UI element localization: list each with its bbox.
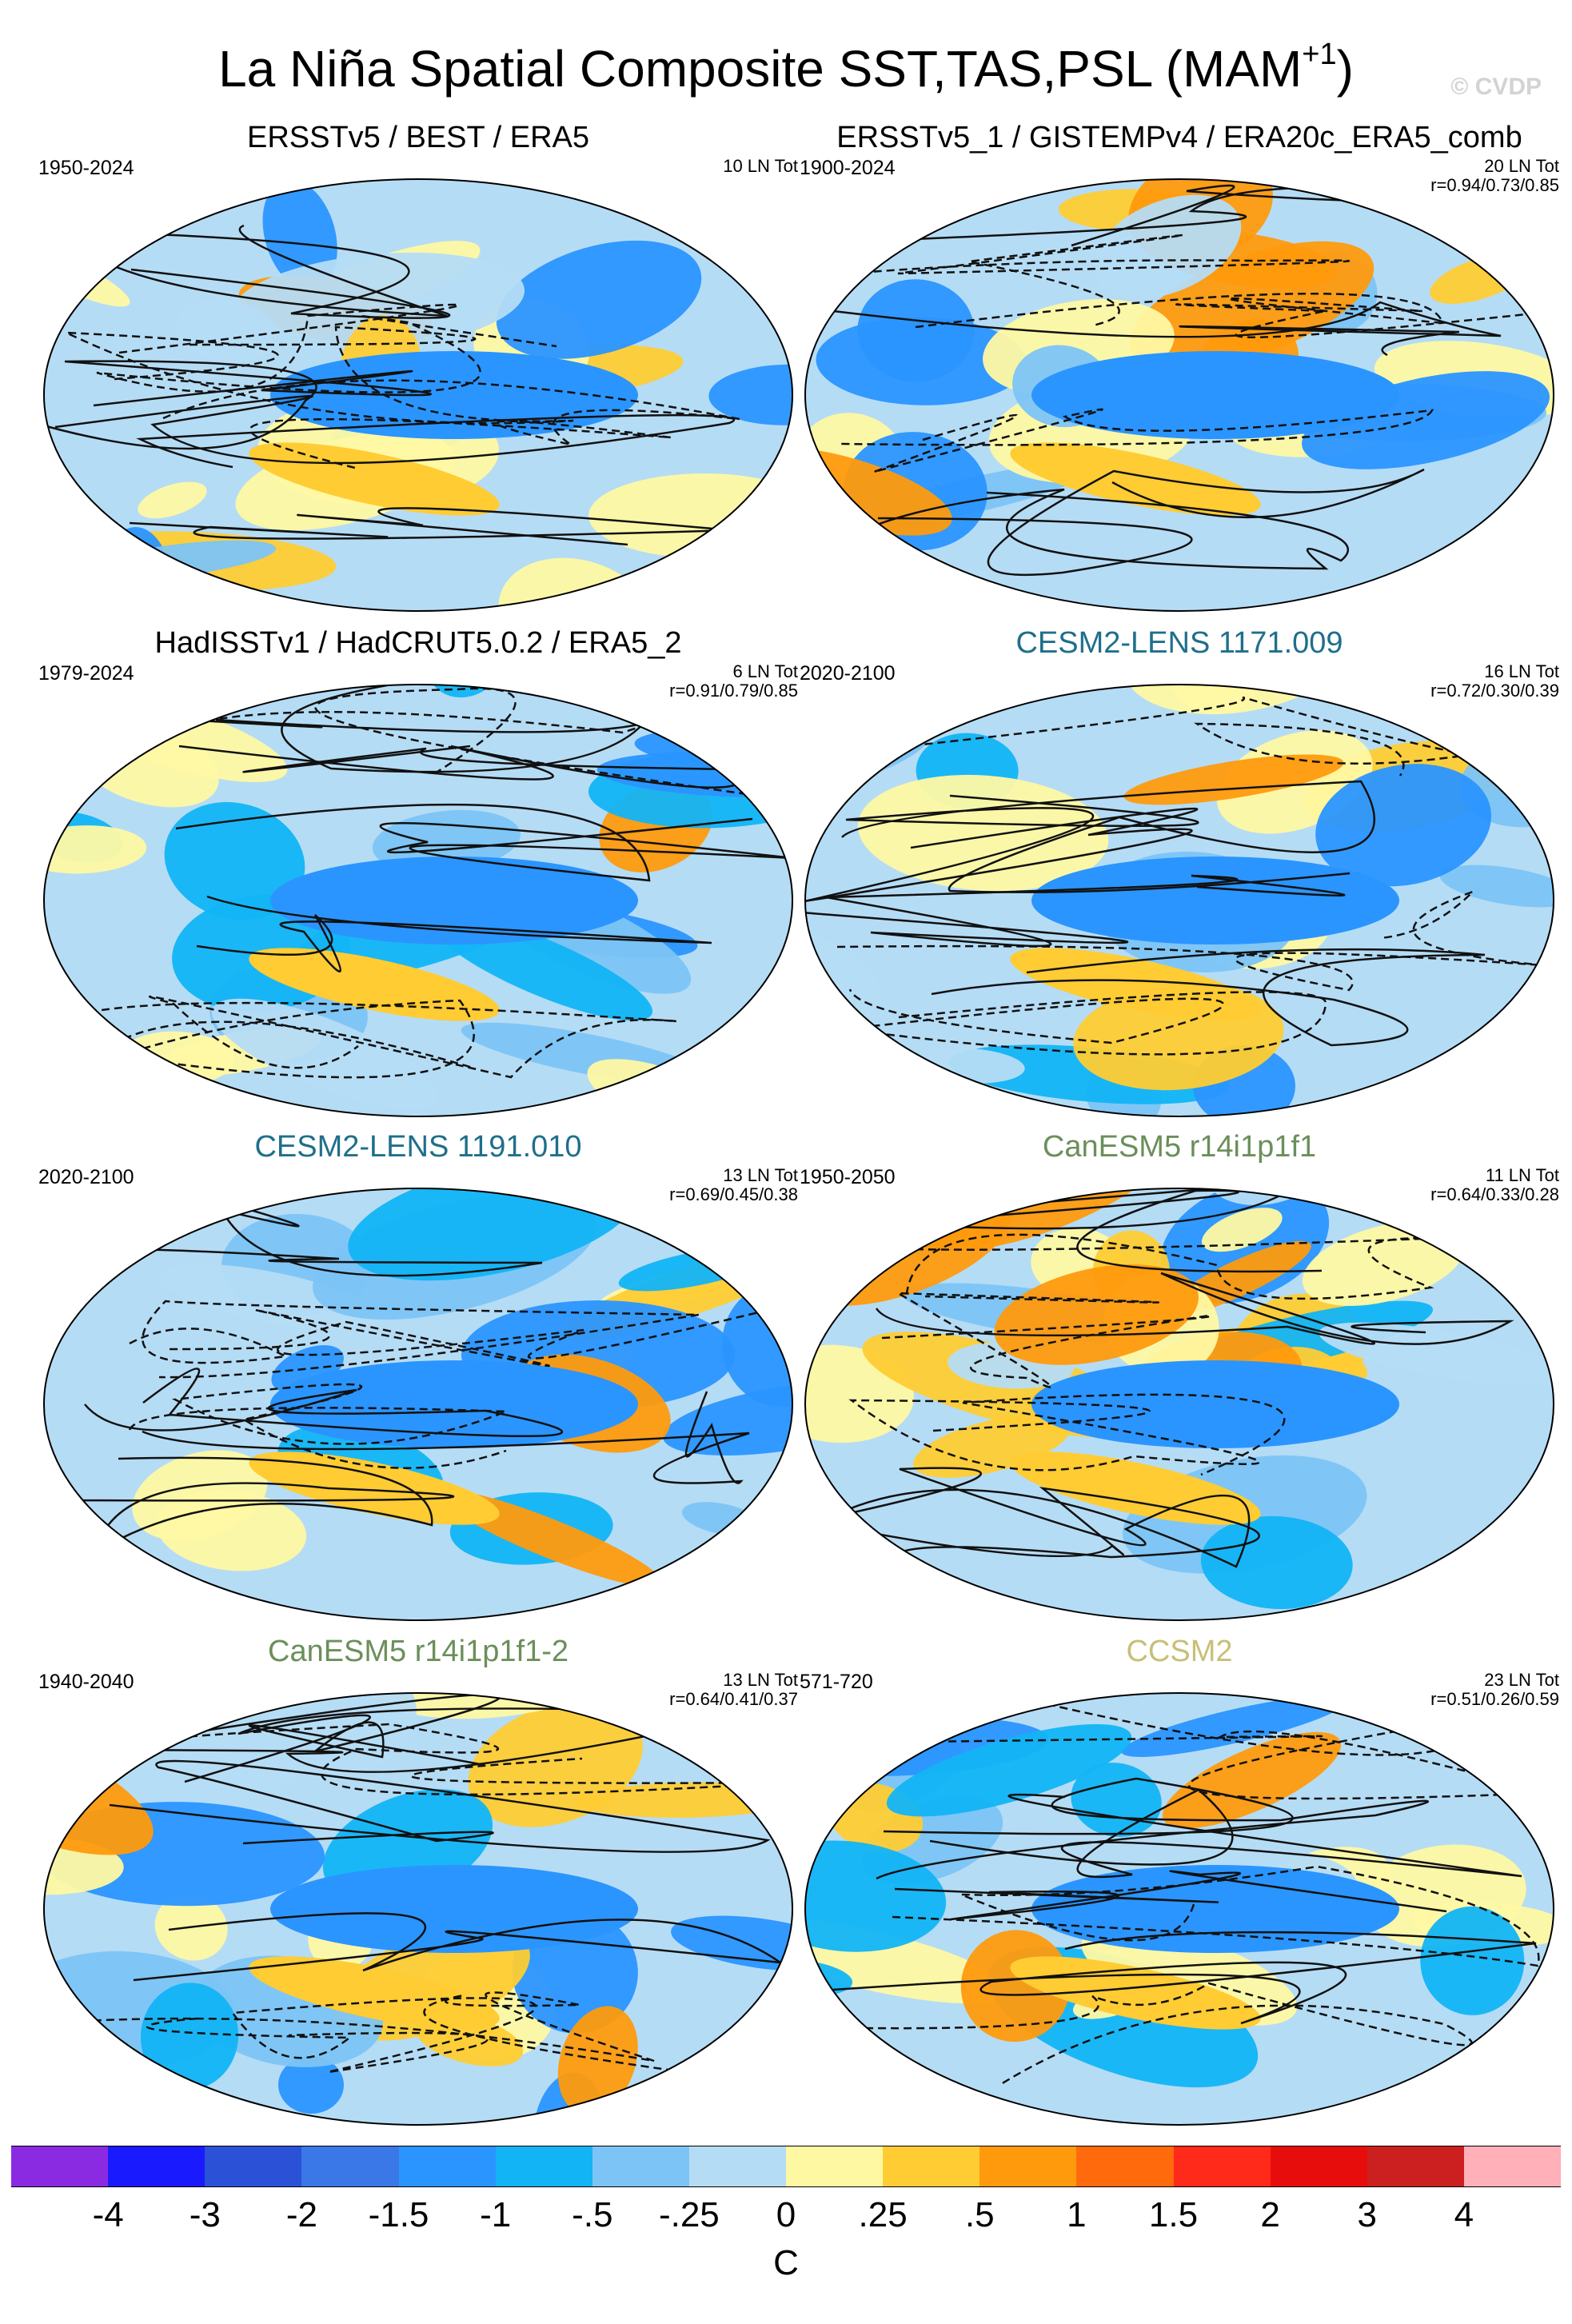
colorbar-tick-label: 1.5 [1148,2195,1199,2234]
panel-period: 2020-2100 [38,1166,134,1188]
panel-stats: 23 LN Tot r=0.51/0.26/0.59 [1430,1671,1559,1709]
panel-title: HadISSTv1 / HadCRUT5.0.2 / ERA5_2 [154,626,682,660]
map-panel-5: CESM2-LENS 1191.010 2020-2100 13 LN Tot r=0… [38,1129,798,1625]
colorbar-swatch [495,2146,592,2186]
panel-period: 1979-2024 [38,662,134,685]
panel-title: CCSM2 [1126,1635,1233,1668]
colorbar-units: C [773,2243,799,2282]
panel-title: CanESM5 r14i1p1f1-2 [268,1635,569,1668]
map-panel-4: CESM2-LENS 1171.009 2020-2100 16 LN Tot r=0… [800,625,1559,1121]
world-map [804,684,1554,1117]
world-map [804,1692,1554,2126]
colorbar-swatch [1270,2146,1367,2186]
colorbar-tick-label: 1 [1067,2195,1087,2234]
colorbar-swatch [688,2146,786,2186]
colorbar-swatch [786,2146,884,2186]
colorbar-tick-label: -.25 [658,2195,720,2234]
colorbar-swatch [1367,2146,1464,2186]
colorbar-tick-label: -.5 [572,2195,613,2234]
colorbar-tick-label: -2 [285,2195,317,2234]
colorbar-tick-label: 3 [1357,2195,1377,2234]
panel-title: CanESM5 r14i1p1f1 [1042,1130,1317,1164]
colorbar-tick-label: -4 [92,2195,124,2234]
pattern-correlation: r=0.64/0.33/0.28 [1430,1184,1559,1204]
map-panel-7: CanESM5 r14i1p1f1-2 1940-2040 13 LN Tot r=0… [38,1634,798,2130]
colorbar-swatch [398,2146,496,2186]
pattern-correlation: r=0.94/0.73/0.85 [1430,175,1559,195]
world-map [43,1188,793,1621]
colorbar [11,2146,1561,2187]
colorbar-swatch [592,2146,689,2186]
colorbar-tick-label: -1.5 [368,2195,429,2234]
event-count: 10 LN Tot [723,156,798,176]
colorbar-swatch [883,2146,980,2186]
world-map [43,684,793,1117]
colorbar-swatch [108,2146,205,2186]
event-count: 13 LN Tot [723,1670,798,1690]
event-count: 20 LN Tot [1484,156,1559,176]
map-panel-6: CanESM5 r14i1p1f1 1950-2050 11 LN Tot r=0.6… [800,1129,1559,1625]
panel-title: CESM2-LENS 1191.010 [254,1130,582,1164]
colorbar-tick-label: 0 [776,2195,796,2234]
panel-period: 1950-2050 [800,1166,896,1188]
pattern-correlation: r=0.51/0.26/0.59 [1430,1689,1559,1709]
panel-stats: 11 LN Tot r=0.64/0.33/0.28 [1430,1166,1559,1204]
panel-stats: 13 LN Tot r=0.69/0.45/0.38 [669,1166,798,1204]
panel-period: 1940-2040 [38,1671,134,1693]
colorbar-tick-label: -1 [480,2195,512,2234]
colorbar-swatch [1076,2146,1174,2186]
colorbar-swatch [1173,2146,1271,2186]
event-count: 11 LN Tot [1485,1165,1559,1185]
panel-period: 2020-2100 [800,662,896,685]
panel-period: 571-720 [800,1671,873,1693]
colorbar-swatch [980,2146,1077,2186]
figure-title: La Niña Spatial Composite SST,TAS,PSL (M… [218,38,1354,98]
pattern-correlation: r=0.64/0.41/0.37 [669,1689,798,1709]
pattern-correlation: r=0.69/0.45/0.38 [669,1184,798,1204]
colorbar-tick-label: 4 [1454,2195,1474,2234]
panel-period: 1950-2024 [38,157,134,179]
colorbar-tick-label: .5 [964,2195,995,2234]
panel-title: ERSSTv5 / BEST / ERA5 [246,121,589,154]
panel-stats: 13 LN Tot r=0.64/0.41/0.37 [669,1671,798,1709]
panel-stats: 10 LN Tot [723,157,798,176]
event-count: 16 LN Tot [1484,661,1559,681]
world-map [43,1692,793,2126]
panel-title: CESM2-LENS 1171.009 [1015,626,1343,660]
colorbar-swatch [205,2146,302,2186]
world-map [43,178,793,612]
colorbar-swatch [301,2146,399,2186]
map-panel-8: CCSM2 571-720 23 LN Tot r=0.51/0.26/0.59 [800,1634,1559,2130]
world-map [804,1188,1554,1621]
colorbar-swatch [11,2146,109,2186]
event-count: 23 LN Tot [1484,1670,1559,1690]
map-panel-1: ERSSTv5 / BEST / ERA5 1950-2024 10 LN Tot [38,120,798,616]
event-count: 6 LN Tot [732,661,798,681]
colorbar-tick-label: 2 [1260,2195,1280,2234]
panel-stats: 20 LN Tot r=0.94/0.73/0.85 [1430,157,1559,195]
panel-title: ERSSTv5_1 / GISTEMPv4 / ERA20c_ERA5_comb [836,121,1522,154]
panel-period: 1900-2024 [800,157,896,179]
pattern-correlation: r=0.91/0.79/0.85 [669,681,798,701]
world-map [804,178,1554,612]
cvdp-watermark: © CVDP [1450,74,1542,100]
map-panel-2: ERSSTv5_1 / GISTEMPv4 / ERA20c_ERA5_comb… [800,120,1559,616]
map-panel-3: HadISSTv1 / HadCRUT5.0.2 / ERA5_2 1979-20… [38,625,798,1121]
colorbar-tick-label: .25 [858,2195,908,2234]
panel-stats: 6 LN Tot r=0.91/0.79/0.85 [669,662,798,701]
colorbar-swatch [1463,2146,1561,2186]
event-count: 13 LN Tot [723,1165,798,1185]
panel-stats: 16 LN Tot r=0.72/0.30/0.39 [1430,662,1559,701]
pattern-correlation: r=0.72/0.30/0.39 [1430,681,1559,701]
colorbar-tick-label: -3 [189,2195,221,2234]
